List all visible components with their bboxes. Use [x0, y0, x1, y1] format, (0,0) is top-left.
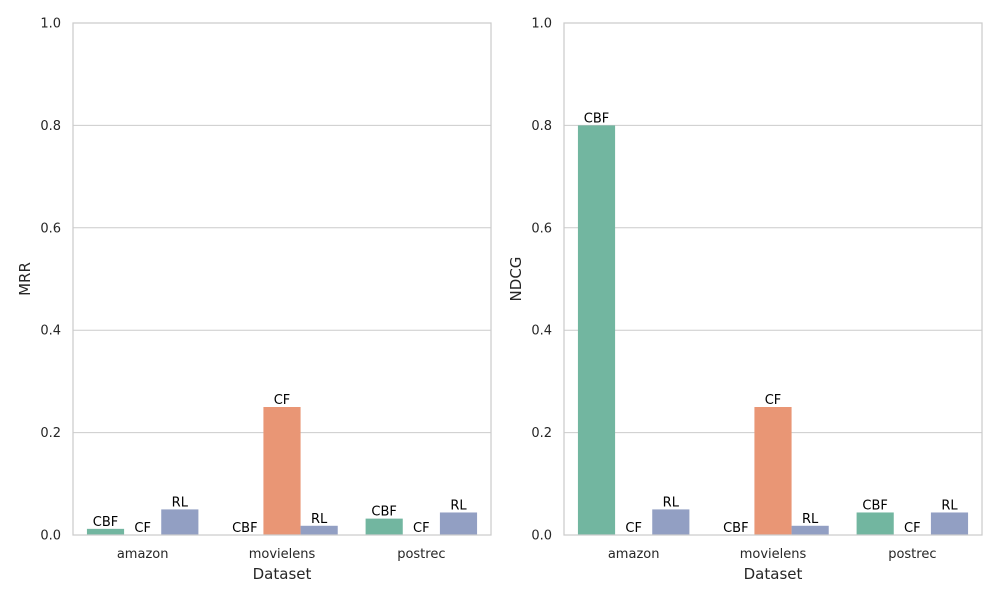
ndcg-y-tick-label: 0.0 [531, 529, 552, 544]
mrr-y-tick-label: 0.8 [40, 119, 61, 134]
mrr-bar-label: RL [172, 495, 189, 510]
mrr-bar-cbf-amazon [86, 528, 125, 535]
ndcg-y-tick-label: 0.8 [531, 119, 552, 134]
mrr-bar-label: CBF [232, 521, 257, 536]
ndcg-bar-label: CBF [584, 111, 609, 126]
mrr-x-tick-label: amazon [117, 547, 169, 562]
mrr-y-tick-label: 1.0 [40, 17, 61, 32]
ndcg-bar-label: CBF [862, 498, 887, 513]
ndcg-x-tick-label: movielens [740, 547, 807, 562]
ndcg-y-tick-label: 0.4 [531, 324, 552, 339]
ndcg-bar-label: CF [904, 521, 921, 536]
ndcg-bar-label: RL [802, 512, 819, 527]
ndcg-y-tick-label: 0.2 [531, 426, 552, 441]
mrr-bar-label: CBF [371, 505, 396, 520]
mrr-chart-panel: CBF CBF CBF CF CF CF RL RL RL 0.0 0.2 0.4 0.6 0.8 1.0 a… [16, 17, 492, 583]
mrr-bar-rl-movielens [300, 525, 338, 535]
ndcg-bar-rl-postrec [930, 512, 969, 535]
ndcg-plot-frame [563, 22, 983, 536]
mrr-bar-label: CF [413, 521, 430, 536]
mrr-bar-cbf-postrec [365, 518, 403, 535]
ndcg-x-axis-title: Dataset [744, 565, 803, 583]
ndcg-bar-cbf-amazon [577, 125, 616, 536]
ndcg-bar-rl-movielens [791, 525, 829, 535]
ndcg-bar-label: CF [625, 521, 642, 536]
mrr-bar-label: CBF [93, 515, 118, 530]
ndcg-y-axis-title: NDCG [507, 257, 525, 302]
mrr-bar-label: CF [274, 393, 291, 408]
mrr-y-tick-label: 0.6 [40, 221, 61, 236]
mrr-bar-rl-postrec [439, 512, 478, 535]
mrr-bar-label: CF [134, 521, 151, 536]
ndcg-bar-cbf-postrec [856, 512, 894, 535]
mrr-y-tick-label: 0.2 [40, 426, 61, 441]
mrr-x-tick-label: postrec [397, 547, 445, 562]
mrr-y-tick-label: 0.4 [40, 324, 61, 339]
ndcg-x-tick-label: postrec [888, 547, 936, 562]
ndcg-bar-cf-movielens [754, 407, 792, 535]
ndcg-chart-panel: CBF CBF CBF CF CF CF RL RL RL 0.0 0.2 0.4 0.6 0.8 1.0 a… [507, 17, 983, 583]
mrr-x-axis-title: Dataset [253, 565, 312, 583]
ndcg-bar-label: CBF [723, 521, 748, 536]
mrr-y-tick-label: 0.0 [40, 529, 61, 544]
mrr-bar-label: RL [450, 498, 467, 513]
mrr-bar-rl-amazon [161, 509, 199, 535]
ndcg-y-tick-label: 1.0 [531, 17, 552, 32]
mrr-x-tick-label: movielens [249, 547, 316, 562]
ndcg-bar-label: RL [663, 495, 680, 510]
mrr-y-axis-title: MRR [16, 262, 34, 296]
mrr-bar-label: RL [311, 512, 328, 527]
ndcg-bar-label: CF [765, 393, 782, 408]
ndcg-bar-label: RL [941, 498, 958, 513]
ndcg-bar-rl-amazon [652, 509, 690, 535]
ndcg-y-tick-label: 0.6 [531, 221, 552, 236]
ndcg-x-tick-label: amazon [608, 547, 660, 562]
mrr-bar-cf-movielens [263, 407, 301, 535]
mrr-plot-frame [72, 22, 492, 536]
